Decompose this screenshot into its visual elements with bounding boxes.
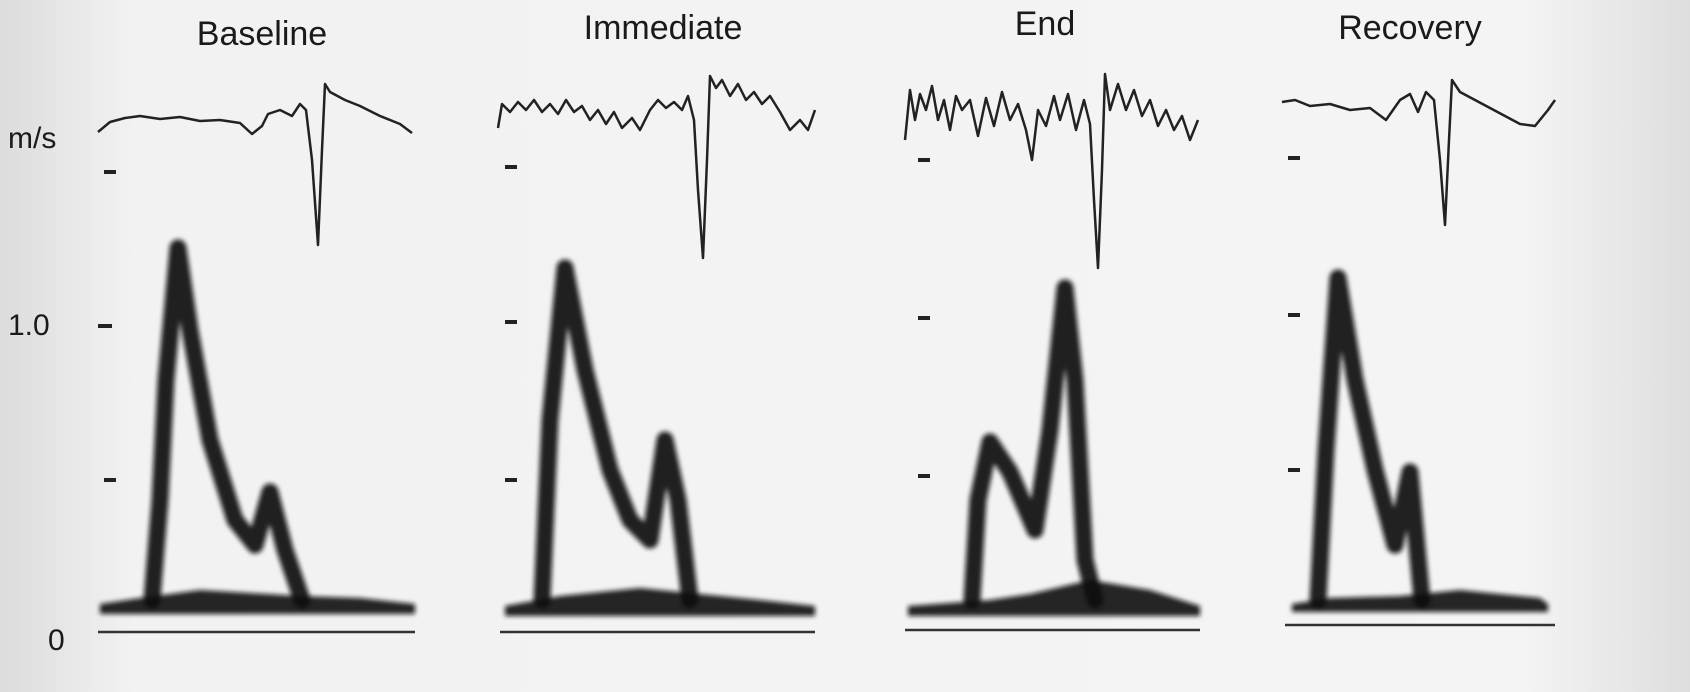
- axis-label: 1.0: [8, 309, 50, 342]
- ecg-trace: [496, 74, 817, 260]
- doppler-spectra: [100, 239, 1548, 616]
- doppler-envelope: [963, 279, 1104, 609]
- axis-unit: m/s: [8, 122, 56, 155]
- panel-title: Recovery: [1338, 9, 1482, 47]
- ecg-trace: [97, 82, 413, 247]
- baselines: [98, 623, 1555, 634]
- ticks: [98, 156, 1300, 482]
- doppler-band: [100, 590, 415, 614]
- doppler-band: [908, 580, 1200, 616]
- panel-title: End: [1015, 5, 1076, 43]
- panel-title: Baseline: [197, 15, 327, 53]
- ecg-traces: [97, 72, 1557, 270]
- doppler-band: [505, 588, 815, 616]
- ecg-trace: [1281, 78, 1557, 227]
- doppler-envelope: [143, 239, 311, 609]
- panel-title: Immediate: [584, 9, 743, 47]
- axis-label: 0: [48, 624, 65, 657]
- doppler-envelope: [1309, 269, 1431, 609]
- ecg-trace: [903, 72, 1200, 270]
- doppler-envelope: [533, 259, 699, 609]
